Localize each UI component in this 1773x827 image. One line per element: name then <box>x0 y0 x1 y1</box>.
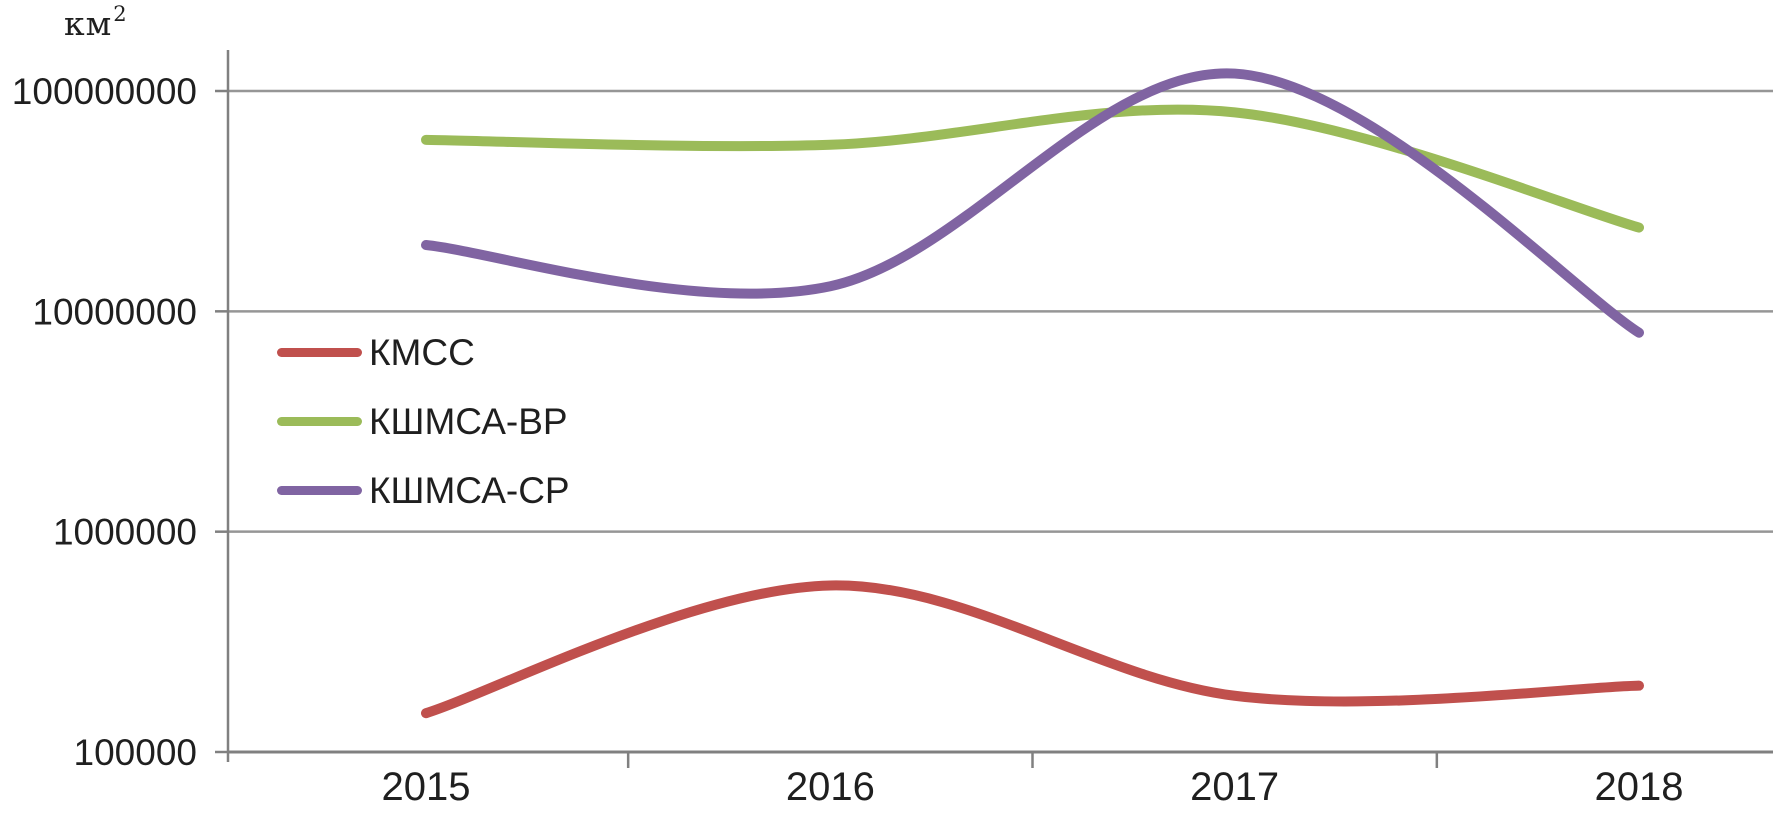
x-label-2016: 2016 <box>786 765 875 809</box>
legend-item-kmss: КМСС <box>277 332 570 373</box>
legend-label-kshmsa-sr: КШМСА-СР <box>369 470 570 511</box>
legend-swatch-kshmsa-vr <box>277 417 362 426</box>
series-line-1-КШМСА-ВР <box>421 104 1644 233</box>
legend-label-kshmsa-vr: КШМСА-ВР <box>369 401 568 442</box>
legend: КМСС КШМСА-ВР КШМСА-СР <box>277 332 570 511</box>
legend-item-kshmsa-sr: КШМСА-СР <box>277 470 570 511</box>
y-tick-label-1000000: 1000000 <box>53 512 197 553</box>
y-tick-label-100000000: 100000000 <box>12 71 197 112</box>
y-axis-unit-exponent: 2 <box>113 2 128 26</box>
x-label-2015: 2015 <box>382 765 471 809</box>
legend-item-kshmsa-vr: КШМСА-ВР <box>277 401 570 442</box>
x-label-2017: 2017 <box>1190 765 1279 809</box>
series-line-0-КМСС <box>421 580 1644 719</box>
y-axis-unit-base: км <box>64 4 113 43</box>
y-axis-unit-label: км2 <box>64 2 128 43</box>
legend-swatch-kshmsa-sr <box>277 486 362 495</box>
series-line-2-КШМСА-СР <box>421 68 1644 338</box>
legend-label-kmss: КМСС <box>369 332 475 373</box>
x-label-2018: 2018 <box>1595 765 1684 809</box>
legend-swatch-kmss <box>277 348 362 357</box>
y-tick-label-100000: 100000 <box>74 732 197 773</box>
y-tick-label-10000000: 10000000 <box>32 291 197 332</box>
